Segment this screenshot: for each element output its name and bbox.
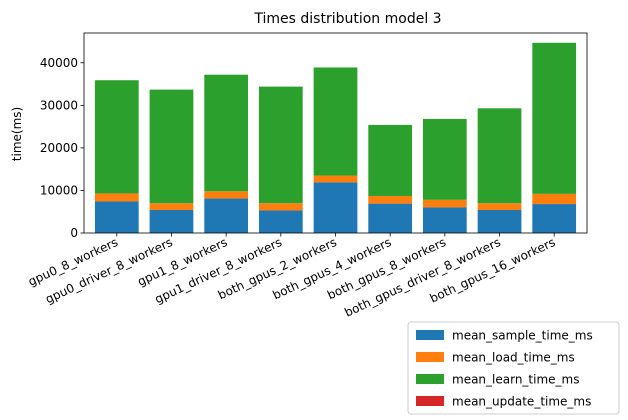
bar-mean_load_time_ms-gpu0_driver_8_workers bbox=[149, 203, 194, 211]
legend-label-mean_learn_time_ms: mean_learn_time_ms bbox=[452, 373, 579, 387]
bar-mean_learn_time_ms-gpu0_8_workers bbox=[94, 80, 139, 194]
bar-mean_load_time_ms-both_gpus_driver_8_workers bbox=[477, 203, 522, 211]
legend-frame bbox=[407, 321, 620, 415]
bar-mean_load_time_ms-gpu1_8_workers bbox=[204, 191, 249, 199]
bar-mean_load_time_ms-gpu1_driver_8_workers bbox=[258, 203, 303, 211]
bar-mean_load_time_ms-both_gpus_8_workers bbox=[422, 199, 467, 208]
legend-swatch-mean_sample_time_ms bbox=[416, 330, 444, 340]
legend-swatch-mean_load_time_ms bbox=[416, 352, 444, 362]
legend-label-mean_update_time_ms: mean_update_time_ms bbox=[452, 395, 591, 409]
bar-mean_sample_time_ms-both_gpus_driver_8_workers bbox=[477, 210, 522, 233]
bar-mean_load_time_ms-both_gpus_16_workers bbox=[532, 193, 577, 205]
bar-mean_learn_time_ms-gpu0_driver_8_workers bbox=[149, 89, 194, 204]
bar-mean_sample_time_ms-gpu1_8_workers bbox=[204, 198, 249, 233]
bar-mean_load_time_ms-both_gpus_4_workers bbox=[368, 195, 413, 204]
y-tick-label: 20000 bbox=[40, 141, 78, 155]
bar-mean_learn_time_ms-both_gpus_2_workers bbox=[313, 67, 358, 176]
y-tick-label: 10000 bbox=[40, 183, 78, 197]
bar-mean_learn_time_ms-both_gpus_driver_8_workers bbox=[477, 108, 522, 204]
bar-mean_sample_time_ms-gpu0_driver_8_workers bbox=[149, 210, 194, 233]
bar-mean_load_time_ms-gpu0_8_workers bbox=[94, 193, 139, 202]
bar-mean_sample_time_ms-gpu0_8_workers bbox=[94, 201, 139, 233]
bar-mean_sample_time_ms-both_gpus_4_workers bbox=[368, 203, 413, 233]
bar-mean_sample_time_ms-both_gpus_8_workers bbox=[422, 207, 467, 233]
legend-swatch-mean_update_time_ms bbox=[416, 396, 444, 406]
legend-label-mean_sample_time_ms: mean_sample_time_ms bbox=[452, 329, 593, 343]
bar-mean_sample_time_ms-both_gpus_2_workers bbox=[313, 182, 358, 233]
y-tick-label: 30000 bbox=[40, 98, 78, 112]
y-axis-label: time(ms) bbox=[10, 107, 24, 161]
legend-swatch-mean_learn_time_ms bbox=[416, 374, 444, 384]
bar-mean_load_time_ms-both_gpus_2_workers bbox=[313, 175, 358, 183]
legend: mean_sample_time_ms mean_load_time_msmean… bbox=[407, 321, 620, 415]
y-tick-label: 40000 bbox=[40, 56, 78, 70]
bars-layer bbox=[94, 42, 577, 233]
legend-label-mean_load_time_ms: mean_load_time_ms bbox=[452, 351, 575, 365]
bar-mean_sample_time_ms-gpu1_driver_8_workers bbox=[258, 210, 303, 233]
bar-mean_learn_time_ms-gpu1_driver_8_workers bbox=[258, 86, 303, 204]
y-tick-label: 0 bbox=[70, 226, 78, 240]
bar-mean_sample_time_ms-both_gpus_16_workers bbox=[532, 204, 577, 233]
bar-mean_learn_time_ms-both_gpus_8_workers bbox=[422, 118, 467, 200]
bar-mean_learn_time_ms-both_gpus_16_workers bbox=[532, 42, 577, 194]
bar-mean_learn_time_ms-both_gpus_4_workers bbox=[368, 124, 413, 196]
bar-mean_learn_time_ms-gpu1_8_workers bbox=[204, 74, 249, 192]
chart-title: Times distribution model 3 bbox=[253, 11, 441, 27]
